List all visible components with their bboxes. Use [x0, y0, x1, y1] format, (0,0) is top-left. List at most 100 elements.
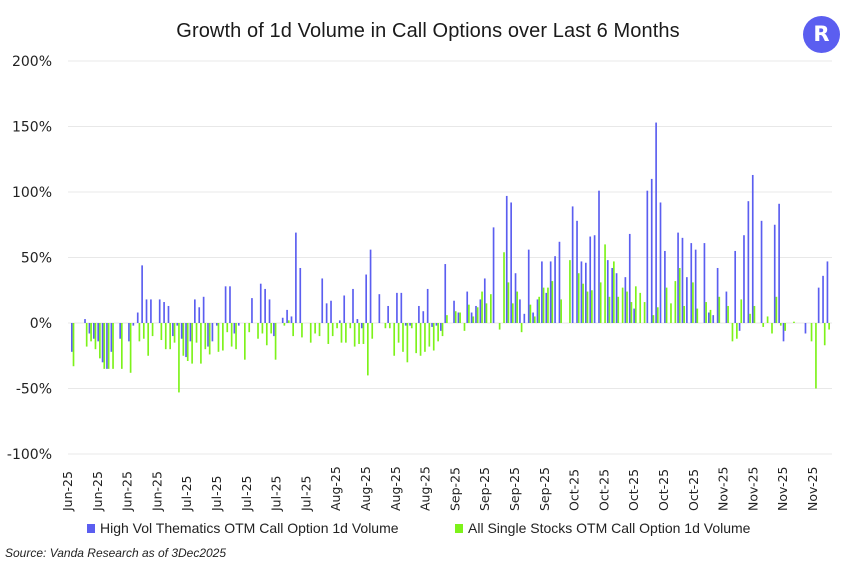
bar-high-vol-thematics: [593, 235, 596, 323]
bar-all-single-stocks: [270, 323, 273, 334]
bar-high-vol-thematics: [470, 312, 473, 323]
bar-high-vol-thematics: [290, 316, 293, 323]
bar-all-single-stocks: [397, 323, 400, 343]
bar-all-single-stocks: [169, 323, 171, 350]
y-tick-label: 50%: [21, 251, 52, 267]
bar-high-vol-thematics: [615, 273, 618, 323]
bar-all-single-stocks: [182, 323, 185, 356]
bar-high-vol-thematics: [545, 292, 548, 323]
bar-all-single-stocks: [639, 292, 642, 323]
y-tick-label: 100%: [12, 185, 52, 201]
bar-all-single-stocks: [301, 323, 303, 338]
x-tick-label: Jun-25: [90, 471, 105, 512]
bar-high-vol-thematics: [185, 323, 187, 358]
bar-all-single-stocks: [617, 296, 620, 323]
bar-high-vol-thematics: [202, 296, 205, 323]
bar-all-single-stocks: [173, 323, 176, 343]
bar-all-single-stocks: [736, 323, 738, 339]
bar-all-single-stocks: [582, 283, 584, 323]
x-tick-label: Jul-25: [209, 476, 224, 513]
bar-all-single-stocks: [749, 313, 751, 323]
bar-all-single-stocks: [608, 296, 611, 323]
bar-high-vol-thematics: [703, 243, 706, 323]
bar-all-single-stocks: [533, 316, 536, 323]
bar-high-vol-thematics: [716, 267, 719, 323]
bar-all-single-stocks: [599, 282, 602, 323]
bar-high-vol-thematics: [158, 299, 161, 323]
bar-all-single-stocks: [446, 315, 448, 323]
bar-all-single-stocks: [727, 305, 729, 323]
bar-high-vol-thematics: [536, 299, 539, 323]
bar-all-single-stocks: [441, 323, 444, 337]
bar-all-single-stocks: [674, 281, 677, 323]
bar-all-single-stocks: [265, 323, 268, 346]
bar-all-single-stocks: [261, 323, 264, 334]
bar-all-single-stocks: [120, 323, 123, 369]
x-tick-label: Jul-25: [179, 476, 194, 513]
bar-high-vol-thematics: [694, 249, 697, 323]
bar-all-single-stocks: [718, 296, 721, 323]
bar-all-single-stocks: [665, 287, 668, 323]
bar-high-vol-thematics: [444, 264, 447, 323]
bar-high-vol-thematics: [189, 323, 192, 342]
bar-high-vol-thematics: [273, 323, 275, 337]
bar-all-single-stocks: [318, 323, 321, 337]
bar-all-single-stocks: [283, 323, 286, 326]
bar-all-single-stocks: [340, 323, 343, 343]
x-tick-label: Jun-25: [149, 471, 164, 512]
bar-high-vol-thematics: [760, 220, 763, 323]
bar-all-single-stocks: [432, 323, 435, 351]
bar-all-single-stocks: [551, 281, 554, 323]
bar-all-single-stocks: [481, 291, 483, 323]
x-tick-label: Sep-25: [447, 467, 462, 511]
bar-high-vol-thematics: [747, 201, 750, 323]
bar-all-single-stocks: [345, 323, 347, 343]
x-tick-label: Jul-25: [298, 476, 313, 513]
bar-all-single-stocks: [634, 286, 637, 323]
bar-all-single-stocks: [652, 315, 655, 323]
bar-high-vol-thematics: [738, 323, 741, 331]
bar-all-single-stocks: [511, 303, 514, 323]
bar-all-single-stocks: [186, 323, 189, 361]
x-tick-label: Oct-25: [656, 469, 671, 511]
bar-high-vol-thematics: [180, 323, 183, 339]
bar-all-single-stocks: [626, 291, 628, 323]
bar-all-single-stocks: [138, 323, 141, 342]
bar-all-single-stocks: [586, 291, 589, 323]
bar-high-vol-thematics: [519, 299, 521, 323]
bar-all-single-stocks: [692, 282, 694, 323]
bar-high-vol-thematics: [624, 277, 627, 323]
bar-high-vol-thematics: [132, 323, 135, 326]
bar-high-vol-thematics: [194, 299, 196, 323]
bar-high-vol-thematics: [707, 312, 710, 323]
bar-all-single-stocks: [683, 305, 685, 323]
bar-high-vol-thematics: [286, 309, 288, 323]
bar-high-vol-thematics: [690, 243, 693, 323]
bar-all-single-stocks: [353, 323, 356, 347]
bar-all-single-stocks: [476, 307, 479, 323]
bar-high-vol-thematics: [628, 233, 631, 323]
bar-all-single-stocks: [103, 323, 106, 369]
bar-high-vol-thematics: [343, 295, 346, 323]
bar-all-single-stocks: [577, 273, 580, 323]
bar-high-vol-thematics: [532, 312, 534, 323]
bar-all-single-stocks: [112, 323, 114, 369]
bar-high-vol-thematics: [128, 323, 130, 342]
bar-all-single-stocks: [309, 323, 312, 343]
bar-all-single-stocks: [604, 244, 606, 323]
bar-high-vol-thematics: [321, 278, 324, 323]
bar-all-single-stocks: [547, 287, 549, 323]
bar-all-single-stocks: [437, 323, 439, 342]
bar-high-vol-thematics: [571, 206, 574, 323]
bar-high-vol-thematics: [435, 323, 438, 326]
bar-all-single-stocks: [560, 299, 562, 323]
bar-all-single-stocks: [529, 304, 532, 323]
bar-high-vol-thematics: [576, 220, 578, 323]
bar-high-vol-thematics: [475, 305, 477, 323]
x-tick-label: Aug-25: [418, 466, 433, 511]
legend-item-all-single-stocks: All Single Stocks OTM Call Option 1d Vol…: [455, 520, 750, 536]
bar-high-vol-thematics: [527, 249, 530, 323]
bar-all-single-stocks: [569, 260, 571, 323]
bar-high-vol-thematics: [584, 262, 587, 323]
bar-all-single-stocks: [779, 323, 782, 326]
